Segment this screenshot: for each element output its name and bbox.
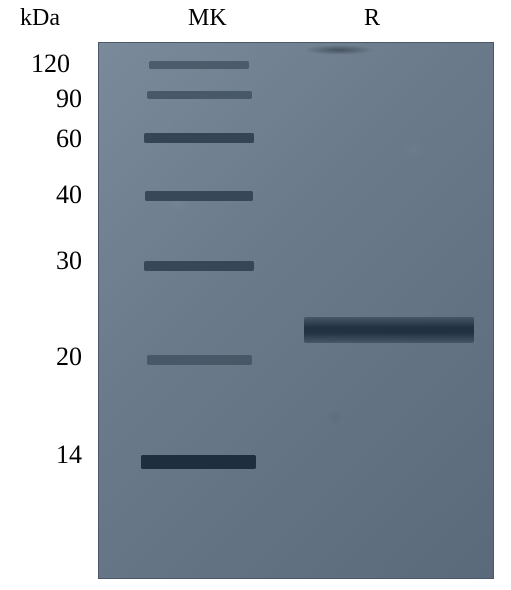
marker-band-120 — [149, 61, 249, 69]
sample-lane — [299, 43, 479, 578]
marker-band-20 — [147, 355, 252, 365]
mw-label-14: 14 — [22, 440, 82, 470]
mw-label-20: 20 — [22, 342, 82, 372]
sample-lane-label: R — [364, 5, 380, 32]
marker-band-60 — [144, 133, 254, 143]
mw-label-40: 40 — [22, 180, 82, 210]
units-label: kDa — [20, 5, 60, 32]
mw-label-120: 120 — [10, 49, 70, 79]
mw-label-90: 90 — [22, 84, 82, 114]
marker-lane — [129, 43, 269, 578]
gel-lane-area — [98, 42, 494, 579]
mw-label-60: 60 — [22, 124, 82, 154]
marker-band-90 — [147, 91, 252, 99]
sample-band-main — [304, 317, 474, 343]
marker-band-40 — [145, 191, 253, 201]
mw-label-30: 30 — [22, 246, 82, 276]
marker-band-14 — [141, 455, 256, 469]
marker-band-30 — [144, 261, 254, 271]
marker-lane-label: MK — [188, 5, 227, 32]
header-row: kDa MK R — [0, 5, 511, 40]
gel-figure: kDa MK R 120 90 60 40 30 20 14 — [0, 0, 511, 590]
